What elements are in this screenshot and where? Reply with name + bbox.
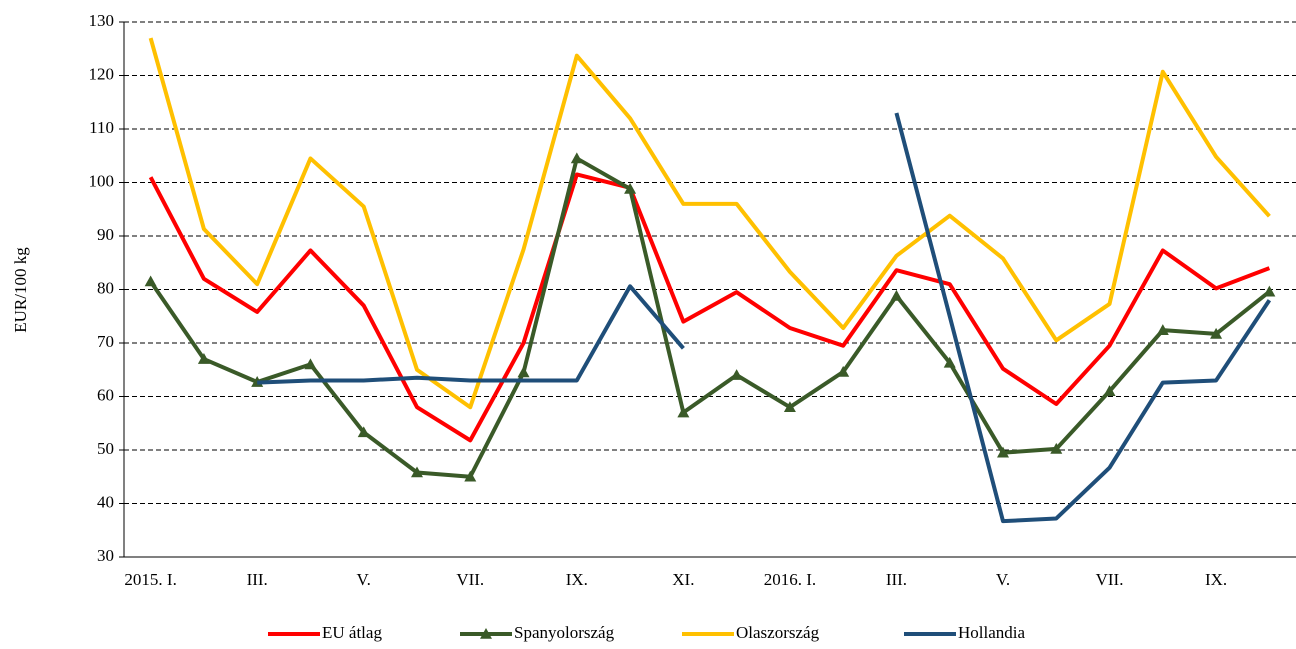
x-tick-label: III. xyxy=(886,570,907,589)
point-marker xyxy=(890,289,903,301)
x-tick-label: 2016. I. xyxy=(764,570,816,589)
y-tick-label: 40 xyxy=(97,492,114,511)
x-tick-label: VII. xyxy=(456,570,484,589)
x-tick-label: VII. xyxy=(1096,570,1124,589)
point-marker xyxy=(1263,285,1276,297)
x-tick-label: 2015. I. xyxy=(124,570,176,589)
point-marker xyxy=(304,358,317,370)
legend-label: Olaszország xyxy=(736,623,820,642)
point-marker xyxy=(677,406,690,418)
point-marker xyxy=(144,275,157,287)
point-marker xyxy=(197,353,210,364)
series-line xyxy=(148,172,1271,443)
series-line xyxy=(257,112,1272,524)
point-marker xyxy=(411,466,423,478)
y-tick-label: 80 xyxy=(97,278,114,297)
series-line xyxy=(148,37,1271,410)
point-marker xyxy=(624,182,637,194)
point-marker xyxy=(464,470,477,482)
point-marker xyxy=(1156,324,1169,335)
y-tick-label: 130 xyxy=(89,11,115,30)
point-marker xyxy=(1210,327,1223,339)
y-tick-label: 90 xyxy=(97,225,114,244)
point-marker xyxy=(730,369,743,380)
point-marker xyxy=(1050,442,1063,454)
y-tick-label: 70 xyxy=(97,332,114,351)
y-tick-label: 120 xyxy=(89,64,115,83)
y-tick-label: 110 xyxy=(89,118,114,137)
x-tick-label: IX. xyxy=(566,570,588,589)
legend-label: Hollandia xyxy=(958,623,1025,642)
y-tick-label: 60 xyxy=(97,385,114,404)
point-marker xyxy=(357,426,370,438)
y-tick-label: 100 xyxy=(89,171,115,190)
y-axis-label: EUR/100 kg xyxy=(11,247,30,333)
x-tick-label: V. xyxy=(996,570,1010,589)
x-tick-label: III. xyxy=(247,570,268,589)
x-tick-label: IX. xyxy=(1205,570,1227,589)
legend-label: EU átlag xyxy=(322,623,382,642)
point-marker xyxy=(1103,385,1116,396)
point-marker xyxy=(837,365,850,377)
legend-label: Spanyolország xyxy=(514,623,615,642)
y-tick-label: 50 xyxy=(97,439,114,458)
point-marker xyxy=(997,446,1009,458)
point-marker xyxy=(943,356,956,368)
point-marker xyxy=(570,152,583,164)
y-tick-label: 30 xyxy=(97,546,114,565)
legend-marker xyxy=(480,628,492,639)
point-marker xyxy=(783,401,796,412)
x-tick-label: V. xyxy=(357,570,371,589)
point-marker xyxy=(517,366,530,378)
series-line xyxy=(148,156,1271,479)
x-tick-label: XI. xyxy=(672,570,694,589)
